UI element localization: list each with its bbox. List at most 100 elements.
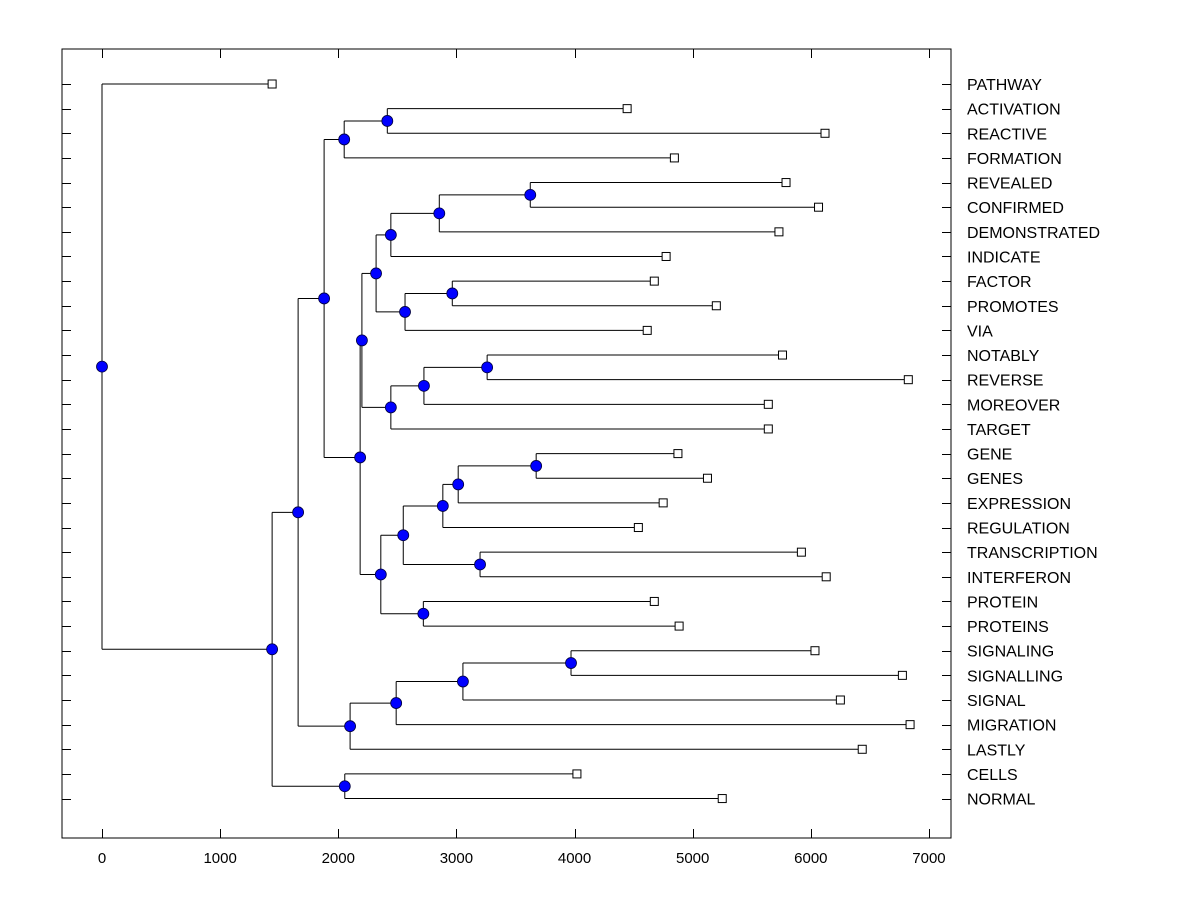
leaf-marker (702, 473, 712, 483)
leaf-labels: PATHWAY ACTIVATION REACTIVE FORMATION REVEAL… (967, 77, 1100, 809)
x-tick-label: 7000 (912, 850, 945, 867)
leaf-label-formation: FORMATION (967, 151, 1062, 168)
leaf-marker (763, 424, 773, 434)
leaf-label-demonstrated: DEMONSTRATED (967, 225, 1100, 242)
leaf-marker (774, 227, 784, 237)
leaf-marker (669, 153, 679, 163)
tree-node (530, 460, 543, 472)
leaf-label-indicate: INDICATE (967, 249, 1040, 266)
leaf-marker (717, 794, 727, 804)
leaf-label-notably: NOTABLY (967, 348, 1040, 365)
leaf-marker (649, 276, 659, 286)
leaf-label-reverse: REVERSE (967, 373, 1043, 390)
leaf-marker (905, 720, 915, 730)
leaf-label-signalling: SIGNALLING (967, 668, 1063, 685)
leaf-marker (810, 646, 820, 656)
tree-node (399, 306, 411, 318)
x-tick-label: 2000 (322, 850, 355, 867)
leaf-label-activation: ACTIVATION (967, 102, 1061, 119)
leaf-marker (674, 621, 684, 631)
leaf-marker (835, 695, 845, 705)
leaf-marker (661, 251, 671, 261)
leaf-marker (649, 596, 659, 606)
leaf-marker (781, 178, 791, 188)
leaf-label-via: VIA (967, 323, 993, 340)
tree-node (318, 292, 331, 305)
tree-nodes (96, 115, 577, 793)
tree-node (370, 267, 382, 280)
leaf-marker (633, 523, 643, 533)
leaf-marker (814, 202, 824, 212)
leaf-marker (267, 79, 277, 89)
leaf-label-genes: GENES (967, 471, 1023, 488)
x-tick-label: 6000 (794, 850, 827, 867)
tree-node (565, 657, 577, 669)
leaf-marker (763, 399, 773, 409)
leaf-markers (267, 79, 915, 804)
tree-node (418, 379, 430, 392)
leaf-label-interferon: INTERFERON (967, 570, 1071, 587)
tree-node (452, 478, 465, 491)
tree-node (96, 360, 108, 373)
leaf-marker (897, 670, 907, 680)
leaf-label-gene: GENE (967, 447, 1012, 464)
tree-node (417, 607, 430, 620)
tree-node (338, 133, 351, 146)
leaf-marker (777, 350, 787, 360)
tree-node (344, 720, 356, 733)
leaf-label-transcription: TRANSCRIPTION (967, 545, 1098, 562)
leaf-label-revealed: REVEALED (967, 176, 1052, 193)
leaf-marker (820, 128, 830, 138)
tree-node (338, 780, 351, 793)
x-tick-label: 1000 (203, 850, 236, 867)
leaf-marker (642, 325, 652, 335)
tree-node (384, 229, 397, 241)
tree-node (481, 361, 494, 374)
leaf-label-signal: SIGNAL (967, 693, 1026, 710)
leaf-marker (673, 449, 683, 459)
leaf-label-proteins: PROTEINS (967, 619, 1049, 636)
x-tick-labels: 0 1000 2000 3000 4000 5000 6000 7000 (98, 850, 946, 867)
tree-node (374, 568, 387, 581)
leaf-marker (821, 572, 831, 582)
leaf-label-migration: MIGRATION (967, 718, 1056, 735)
leaf-label-pathway: PATHWAY (967, 77, 1042, 94)
plot-border (61, 48, 952, 839)
leaf-label-factor: FACTOR (967, 274, 1032, 291)
tree-node (457, 675, 469, 688)
leaf-label-moreover: MOREOVER (967, 397, 1060, 414)
tree-node (474, 558, 486, 571)
leaf-marker (572, 769, 582, 779)
leaf-label-target: TARGET (967, 422, 1031, 439)
tree-node (354, 451, 367, 464)
axis-ticks (62, 49, 951, 838)
leaf-marker (857, 744, 867, 754)
tree-node (390, 697, 403, 709)
x-tick-label: 3000 (440, 850, 473, 867)
leaf-label-confirmed: CONFIRMED (967, 200, 1064, 217)
tree-node (384, 401, 397, 414)
x-tick-label: 0 (98, 850, 106, 867)
x-tick-label: 5000 (676, 850, 709, 867)
tree-node (446, 287, 459, 300)
leaf-marker (658, 498, 668, 508)
plot-frame (61, 48, 952, 839)
leaf-label-cells: CELLS (967, 767, 1018, 784)
tree-node (266, 643, 279, 656)
leaf-marker (711, 301, 721, 311)
leaf-marker (796, 547, 806, 557)
tree-edges (101, 83, 911, 800)
tree-node (433, 207, 446, 220)
tree-node (292, 506, 305, 519)
tree-node (436, 500, 449, 512)
tree-node (524, 188, 537, 201)
tree-node (397, 529, 410, 542)
leaf-label-lastly: LASTLY (967, 742, 1026, 759)
leaf-label-promotes: PROMOTES (967, 299, 1059, 316)
leaf-marker (903, 375, 913, 385)
leaf-label-protein: PROTEIN (967, 594, 1038, 611)
leaf-label-signaling: SIGNALING (967, 644, 1054, 661)
leaf-label-reactive: REACTIVE (967, 126, 1047, 143)
tree-node (381, 115, 394, 127)
